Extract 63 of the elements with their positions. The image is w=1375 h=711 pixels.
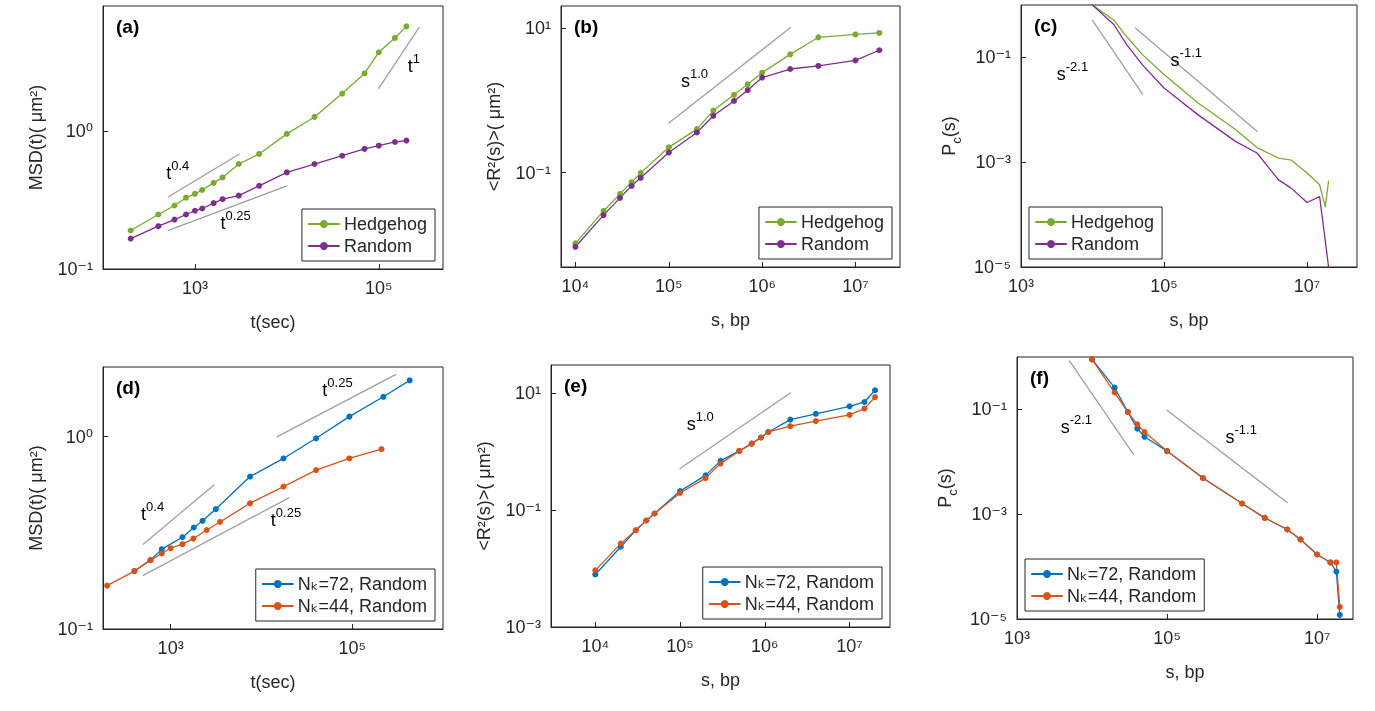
y-axis-title: <R²(s)>( μm²): [474, 441, 494, 551]
y-tick-label: 10⁻¹: [505, 499, 541, 520]
legend-label: Random: [1071, 234, 1140, 254]
legend-label: Random: [800, 234, 869, 254]
legend-label: Nₖ=72, Random: [297, 574, 427, 594]
text: (d): [116, 377, 141, 398]
y-tick-label: 10⁰: [65, 120, 93, 141]
x-tick-label: 10⁵: [365, 278, 393, 298]
legend-label: Nₖ=44, Random: [744, 594, 874, 614]
x-axis-title: t(sec): [250, 312, 296, 332]
y-tick-label: 10⁻¹: [57, 619, 93, 639]
x-tick-label: 10⁵: [338, 638, 366, 658]
x-tick-label: 10⁶: [748, 276, 776, 296]
text: (f): [1030, 367, 1049, 388]
x-tick-label: 10⁷: [836, 636, 863, 656]
y-tick-label: 10⁻³: [975, 152, 1011, 173]
x-tick-label: 10⁵: [655, 276, 683, 296]
y-tick-label: 10¹: [524, 17, 552, 38]
y-axis-title: MSD(t)( μm²): [26, 445, 46, 551]
y-axis-title: Pc(s): [935, 468, 960, 508]
x-tick-label: 10⁵: [666, 636, 694, 656]
text: (a): [116, 16, 140, 37]
y-tick-label: 10⁻³: [505, 617, 541, 637]
x-axis-title: s, bp: [1169, 310, 1209, 330]
x-tick-label: 10⁶: [751, 636, 779, 656]
x-tick-label: 10³: [1003, 628, 1031, 648]
x-tick-label: 10⁵: [1153, 628, 1181, 648]
x-tick-label: 10⁷: [1293, 276, 1321, 296]
x-axis-title: s, bp: [710, 310, 751, 330]
y-axis-title: <R²(s)>( μm²): [484, 81, 504, 192]
text: (e): [564, 375, 588, 396]
legend-label: Nₖ=44, Random: [1067, 586, 1197, 606]
x-tick-label: 10⁴: [581, 636, 610, 656]
y-tick-label: 10⁻¹: [971, 399, 1007, 420]
x-tick-label: 10³: [1007, 276, 1035, 296]
legend-label: Hedgehog: [343, 214, 427, 234]
x-axis-title: s, bp: [700, 670, 741, 690]
y-axis-title: MSD(t)( μm²): [26, 84, 46, 191]
y-tick-label: 10⁻¹: [515, 162, 551, 183]
y-tick-label: 10⁻¹: [57, 259, 93, 279]
legend-label: Nₖ=72, Random: [1067, 564, 1197, 584]
y-axis-title: Pc(s): [939, 116, 964, 156]
y-tick-label: 10⁻⁵: [974, 257, 1011, 277]
x-tick-label: 10⁷: [1303, 628, 1331, 648]
legend-label: Nₖ=44, Random: [297, 596, 427, 616]
legend-label: Nₖ=72, Random: [744, 572, 874, 592]
x-axis-title: s, bp: [1165, 662, 1205, 682]
x-tick-label: 10⁵: [1150, 276, 1178, 296]
text: (c): [1034, 15, 1058, 36]
x-tick-label: 10⁷: [842, 276, 869, 296]
y-tick-label: 10⁻⁵: [970, 609, 1007, 629]
x-tick-label: 10³: [157, 638, 184, 658]
legend-label: Random: [343, 236, 412, 256]
y-tick-label: 10¹: [514, 382, 542, 403]
y-tick-label: 10⁰: [65, 426, 93, 447]
text: (b): [574, 16, 599, 37]
x-tick-label: 10⁴: [561, 276, 590, 296]
x-axis-title: t(sec): [250, 672, 296, 692]
x-tick-label: 10³: [181, 278, 208, 298]
y-tick-label: 10⁻¹: [975, 47, 1011, 68]
y-tick-label: 10⁻³: [971, 504, 1007, 525]
legend-label: Hedgehog: [1071, 212, 1155, 232]
legend-label: Hedgehog: [800, 212, 884, 232]
